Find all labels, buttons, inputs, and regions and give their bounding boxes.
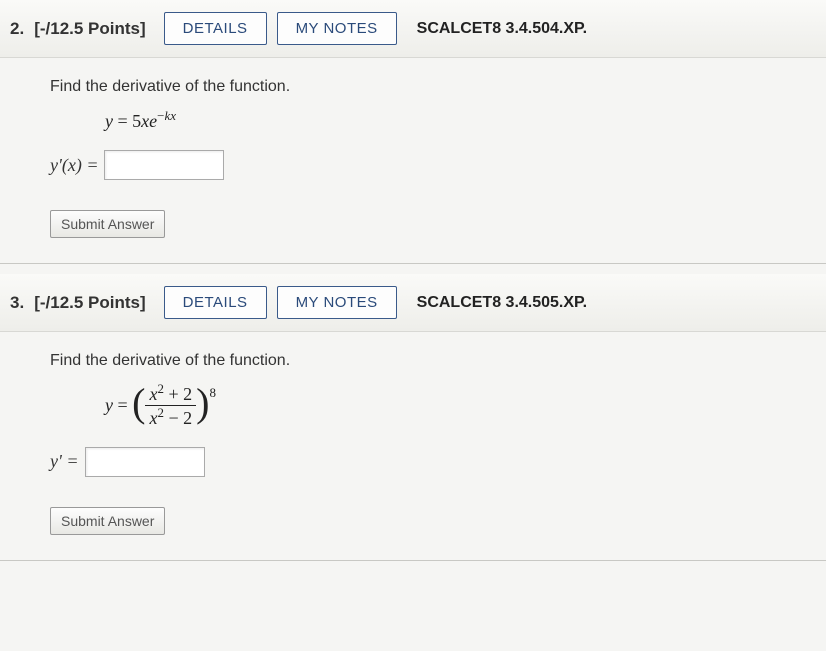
question-2: 2. [-/12.5 Points] DETAILS MY NOTES SCAL… [0,0,826,264]
points-label: [-/12.5 Points] [34,293,145,313]
reference-label: SCALCET8 3.4.505.XP. [417,294,587,312]
answer-row: y'(x) = [50,150,816,180]
question-number: 3. [10,293,24,313]
question-prompt: Find the derivative of the function. [50,78,816,96]
question-2-body: Find the derivative of the function. y =… [0,58,826,238]
submit-answer-button[interactable]: Submit Answer [50,210,165,238]
details-button[interactable]: DETAILS [164,12,267,45]
points-label: [-/12.5 Points] [34,19,145,39]
reference-label: SCALCET8 3.4.504.XP. [417,20,587,38]
details-button[interactable]: DETAILS [164,286,267,319]
question-number: 2. [10,19,24,39]
question-3-header: 3. [-/12.5 Points] DETAILS MY NOTES SCAL… [0,274,826,332]
answer-row: y' = [50,447,816,477]
question-3: 3. [-/12.5 Points] DETAILS MY NOTES SCAL… [0,274,826,561]
question-2-header: 2. [-/12.5 Points] DETAILS MY NOTES SCAL… [0,0,826,58]
my-notes-button[interactable]: MY NOTES [277,286,397,319]
my-notes-button[interactable]: MY NOTES [277,12,397,45]
equation-display: y = 5xe−kx [105,108,816,132]
question-prompt: Find the derivative of the function. [50,352,816,370]
answer-input[interactable] [104,150,224,180]
submit-answer-button[interactable]: Submit Answer [50,507,165,535]
question-3-body: Find the derivative of the function. y =… [0,332,826,535]
answer-lhs: y' = [50,451,79,472]
equation-display: y = ( x2 + 2 x2 − 2 )8 [105,382,816,429]
answer-input[interactable] [85,447,205,477]
answer-lhs: y'(x) = [50,155,98,176]
